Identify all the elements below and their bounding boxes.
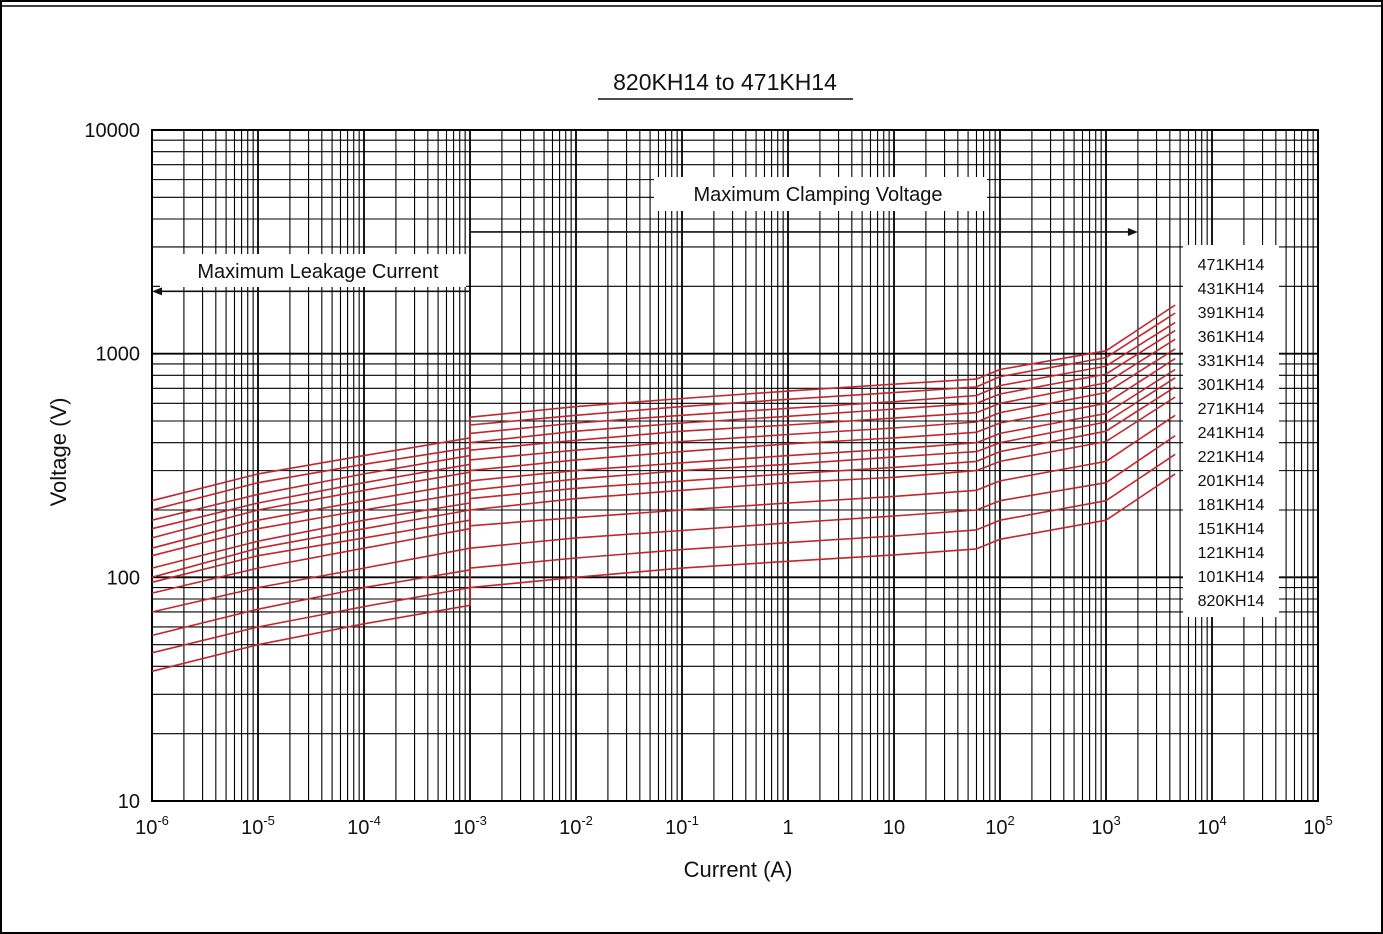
x-tick-label: 10-5 xyxy=(241,813,275,839)
x-tick-label: 102 xyxy=(985,813,1014,839)
legend: 471KH14 431KH14 391KH14 361KH14 331KH14 301KH… xyxy=(1183,245,1279,617)
series-line-201KH14 xyxy=(151,386,1176,584)
series-line-221KH14 xyxy=(151,377,1176,579)
plot-curves xyxy=(151,304,1176,673)
legend-entry: 121KH14 xyxy=(1198,545,1265,562)
clamping-label-box xyxy=(654,177,987,211)
y-axis-label: Voltage (V) xyxy=(46,398,71,507)
legend-entry: 820KH14 xyxy=(1198,593,1265,610)
legend-entry: 361KH14 xyxy=(1198,329,1265,346)
series-line-301KH14 xyxy=(151,348,1176,549)
x-axis-label: Current (A) xyxy=(684,857,793,882)
x-tick-label: 10-1 xyxy=(665,813,699,839)
plot-annotations: Maximum Clamping Voltage Maximum Leakage … xyxy=(152,177,1138,296)
legend-entry: 101KH14 xyxy=(1198,569,1265,586)
legend-entry: 151KH14 xyxy=(1198,521,1265,538)
legend-entry: 241KH14 xyxy=(1198,425,1265,442)
y-tick-label: 10 xyxy=(118,791,140,813)
series-line-471KH14 xyxy=(151,304,1176,502)
legend-box xyxy=(1183,245,1279,617)
series-line-271KH14 xyxy=(151,357,1176,557)
y-tick-label: 100 xyxy=(107,567,140,589)
x-tick-label: 1 xyxy=(782,817,793,839)
x-axis-ticks: 10-6 10-5 10-4 10-3 10-2 10-1 1 10 102 103 104 105 xyxy=(135,813,1333,839)
legend-entry: 431KH14 xyxy=(1198,281,1265,298)
legend-entry: 271KH14 xyxy=(1198,401,1265,418)
legend-entry: 181KH14 xyxy=(1198,497,1265,514)
x-tick-label: 10-6 xyxy=(135,813,169,839)
plot-grid xyxy=(151,129,1319,802)
series-line-181KH14 xyxy=(151,396,1176,594)
y-tick-label: 1000 xyxy=(96,344,141,366)
leakage-label-box xyxy=(160,254,466,287)
x-tick-label: 10-4 xyxy=(347,813,381,839)
x-tick-label: 104 xyxy=(1197,813,1226,839)
legend-entry: 331KH14 xyxy=(1198,353,1265,370)
x-tick-label: 10 xyxy=(883,817,905,839)
series-line-241KH14 xyxy=(151,368,1176,569)
y-tick-label: 10000 xyxy=(84,120,140,142)
leakage-label: Maximum Leakage Current xyxy=(197,261,439,283)
clamping-label: Maximum Clamping Voltage xyxy=(694,184,943,206)
series-line-391KH14 xyxy=(151,321,1176,521)
chart-title: 820KH14 to 471KH14 xyxy=(613,69,837,95)
series-line-101KH14 xyxy=(151,453,1176,654)
y-axis-ticks: 10 100 1000 10000 xyxy=(84,120,140,813)
x-tick-label: 10-3 xyxy=(453,813,487,839)
x-tick-label: 103 xyxy=(1091,813,1120,839)
series-line-361KH14 xyxy=(151,329,1176,530)
clamping-arrow-head xyxy=(1127,227,1138,236)
x-tick-label: 10-2 xyxy=(559,813,593,839)
series-line-431KH14 xyxy=(151,312,1176,511)
x-tick-label: 105 xyxy=(1303,813,1332,839)
plot-area xyxy=(151,129,1319,802)
series-line-820KH14 xyxy=(151,473,1176,673)
leakage-arrow-head xyxy=(152,287,162,296)
legend-entry: 391KH14 xyxy=(1198,305,1265,322)
legend-entry: 471KH14 xyxy=(1198,257,1265,274)
series-line-331KH14 xyxy=(151,338,1176,539)
series-line-151KH14 xyxy=(151,414,1176,613)
legend-entry: 221KH14 xyxy=(1198,449,1265,466)
legend-entry: 201KH14 xyxy=(1198,473,1265,490)
series-line-121KH14 xyxy=(151,434,1176,637)
legend-entry: 301KH14 xyxy=(1198,377,1265,394)
